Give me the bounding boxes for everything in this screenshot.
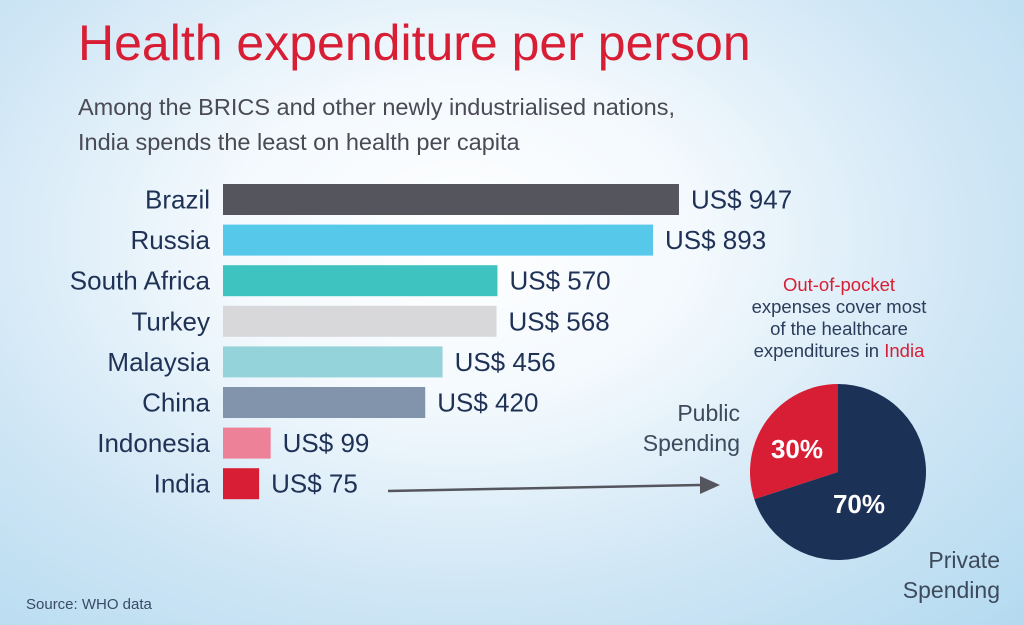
bar-indonesia [223, 427, 271, 459]
arrow-line [387, 483, 701, 493]
pie-slice-public-spending [750, 384, 838, 500]
value-label-indonesia: US$ 99 [283, 428, 370, 458]
bar-malaysia [223, 346, 443, 378]
subtitle-line-2: India spends the least on health per cap… [78, 129, 520, 155]
private-spending-label: Private Spending [870, 545, 1000, 605]
note-line-4-prefix: expenditures in [753, 340, 885, 361]
value-label-brazil: US$ 947 [691, 185, 792, 215]
value-label-malaysia: US$ 456 [455, 347, 556, 377]
category-label-china: China [142, 388, 210, 418]
india-arrow [387, 476, 720, 494]
source-note: Source: WHO data [26, 596, 152, 613]
public-label-line-2: Spending [642, 430, 740, 456]
pie-chart: 30% 70% [750, 384, 926, 560]
private-label-line-1: Private [928, 547, 1000, 573]
pie-value-label-private-spending: 70% [833, 489, 885, 519]
public-label-line-1: Public [677, 400, 740, 426]
value-label-india: US$ 75 [271, 469, 358, 499]
pie-slice-private-spending [754, 384, 926, 560]
subtitle-line-1: Among the BRICS and other newly industri… [78, 94, 675, 120]
category-label-indonesia: Indonesia [97, 428, 210, 458]
value-label-russia: US$ 893 [665, 225, 766, 255]
category-label-brazil: Brazil [145, 185, 210, 215]
bar-russia [223, 224, 653, 256]
note-highlight-india: India [884, 340, 925, 361]
value-label-china: US$ 420 [437, 388, 538, 418]
note-line-3: of the healthcare [770, 318, 908, 339]
note-line-1: Out-of-pocket [782, 274, 896, 295]
category-label-russia: Russia [131, 225, 211, 255]
pie-value-label-public-spending: 30% [771, 434, 823, 464]
category-label-malaysia: Malaysia [107, 347, 210, 377]
chart-title: Health expenditure per person [78, 15, 751, 71]
category-label-india: India [154, 469, 211, 499]
category-label-turkey: Turkey [132, 306, 211, 336]
bar-india [223, 468, 260, 500]
chart-subtitle: Among the BRICS and other newly industri… [78, 90, 838, 160]
bar-china [223, 387, 426, 418]
bar-brazil [223, 184, 679, 215]
category-label-south-africa: South Africa [70, 266, 211, 296]
note-line-4: expenditures in India [708, 340, 970, 362]
bar-south-africa [223, 265, 498, 297]
bars-layer: Brazil US$ 947 Russia US$ 893 South Africa US… [70, 184, 792, 500]
note-line-2: expenses cover most [751, 296, 927, 317]
bar-turkey [223, 305, 497, 337]
out-of-pocket-note: Out-of-pocket expenses cover most of the… [708, 274, 970, 362]
value-label-turkey: US$ 568 [508, 306, 609, 336]
arrow-head [700, 476, 720, 494]
value-label-south-africa: US$ 570 [509, 266, 610, 296]
public-spending-label: Public Spending [612, 398, 740, 458]
private-label-line-2: Spending [902, 577, 1000, 603]
